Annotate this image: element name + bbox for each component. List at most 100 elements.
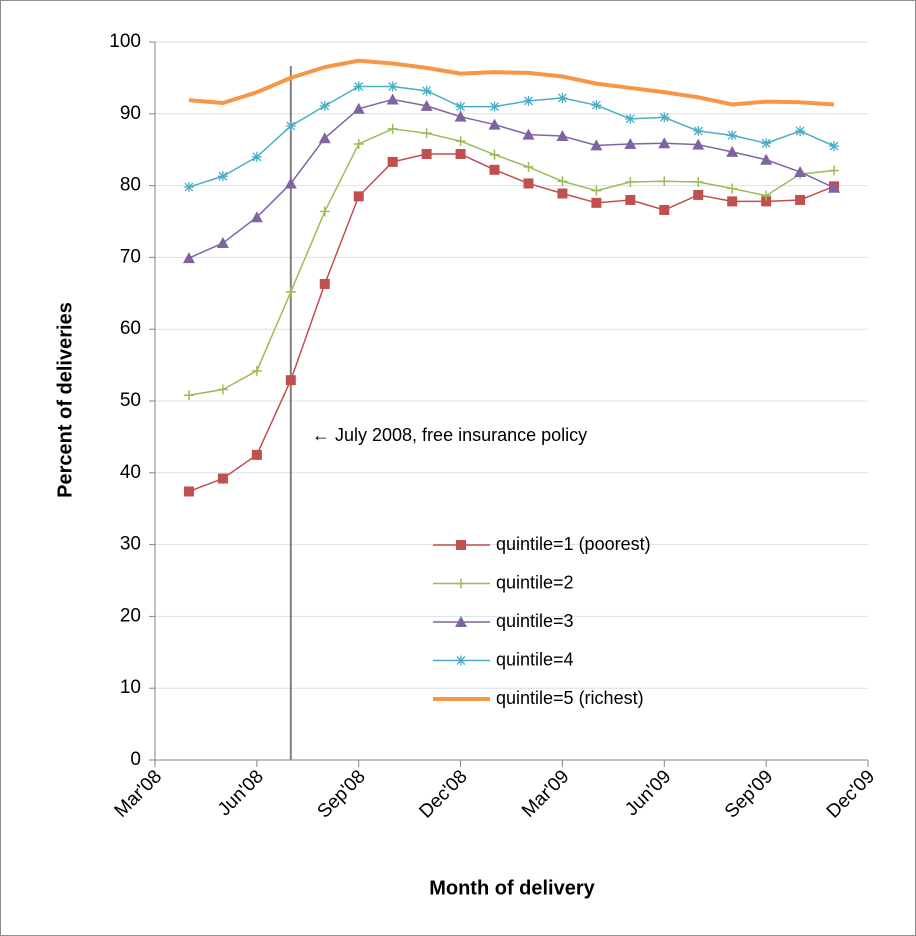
legend-label: quintile=5 (richest) [496, 688, 644, 708]
marker [693, 189, 704, 200]
legend-label: quintile=3 [496, 611, 574, 631]
marker [795, 126, 806, 137]
marker [421, 128, 432, 139]
marker [590, 139, 603, 151]
marker [591, 197, 602, 208]
marker [387, 156, 398, 167]
marker [659, 112, 670, 123]
marker [557, 176, 568, 187]
marker [727, 196, 738, 207]
y-tick-label: 10 [120, 677, 141, 698]
marker [523, 178, 534, 189]
marker [761, 196, 772, 207]
marker [692, 138, 705, 150]
marker [455, 616, 467, 627]
marker [456, 578, 466, 589]
marker [285, 286, 296, 297]
marker [761, 190, 772, 201]
series-line [188, 153, 835, 493]
y-tick-label: 70 [120, 246, 141, 267]
y-tick-label: 0 [130, 749, 141, 770]
y-tick-label: 50 [120, 390, 141, 411]
marker [557, 188, 568, 199]
marker [251, 449, 262, 460]
marker [659, 205, 670, 216]
marker [387, 123, 398, 134]
marker [285, 121, 296, 132]
x-axis-title: Month of delivery [429, 877, 595, 899]
series-line [188, 98, 835, 259]
marker [727, 130, 738, 141]
marker [284, 177, 297, 189]
y-tick-label: 30 [120, 534, 141, 555]
marker [456, 655, 466, 666]
marker [489, 101, 500, 112]
marker [386, 93, 399, 105]
marker [250, 211, 263, 223]
marker [251, 365, 262, 376]
marker [182, 252, 195, 264]
marker [352, 102, 365, 114]
marker [591, 185, 602, 196]
marker [523, 161, 534, 172]
y-tick-label: 100 [109, 31, 141, 52]
series-line [188, 128, 835, 396]
marker [353, 81, 364, 92]
marker [625, 113, 636, 124]
marker [456, 540, 466, 550]
marker [217, 171, 228, 182]
marker [455, 136, 466, 147]
marker [794, 165, 807, 177]
marker [217, 473, 228, 484]
marker [556, 130, 569, 142]
marker [488, 118, 501, 130]
marker [795, 194, 806, 205]
marker [319, 100, 330, 111]
y-tick-label: 90 [120, 103, 141, 124]
marker [183, 486, 194, 497]
marker [319, 278, 330, 289]
marker [625, 194, 636, 205]
marker [455, 101, 466, 112]
marker [455, 149, 466, 160]
marker [319, 206, 330, 217]
marker [285, 375, 296, 386]
marker [318, 132, 331, 144]
marker [829, 141, 840, 152]
marker [183, 182, 194, 193]
marker [828, 181, 841, 193]
marker [658, 137, 671, 149]
marker [829, 165, 840, 176]
marker [421, 149, 432, 160]
marker [420, 99, 433, 111]
marker [387, 81, 398, 92]
marker [183, 390, 194, 401]
marker [454, 110, 467, 122]
marker [557, 93, 568, 104]
marker [251, 151, 262, 162]
legend-label: quintile=1 (poorest) [496, 534, 651, 554]
marker [625, 177, 636, 188]
marker [591, 100, 602, 111]
marker [217, 384, 228, 395]
marker [522, 128, 535, 140]
legend-label: quintile=2 [496, 572, 574, 592]
marker [624, 137, 637, 149]
marker [421, 85, 432, 96]
marker [489, 149, 500, 160]
series-line [188, 58, 835, 107]
marker [523, 95, 534, 106]
marker [659, 176, 670, 187]
annotation: ← July 2008, free insurance policy [312, 425, 587, 445]
marker [353, 191, 364, 202]
y-tick-label: 80 [120, 175, 141, 196]
marker [726, 145, 739, 157]
y-tick-label: 60 [120, 318, 141, 339]
marker [216, 237, 229, 249]
marker [353, 138, 364, 149]
y-axis-title: Percent of deliveries [54, 302, 76, 498]
marker [760, 153, 773, 165]
marker [693, 126, 704, 137]
marker [761, 138, 772, 149]
